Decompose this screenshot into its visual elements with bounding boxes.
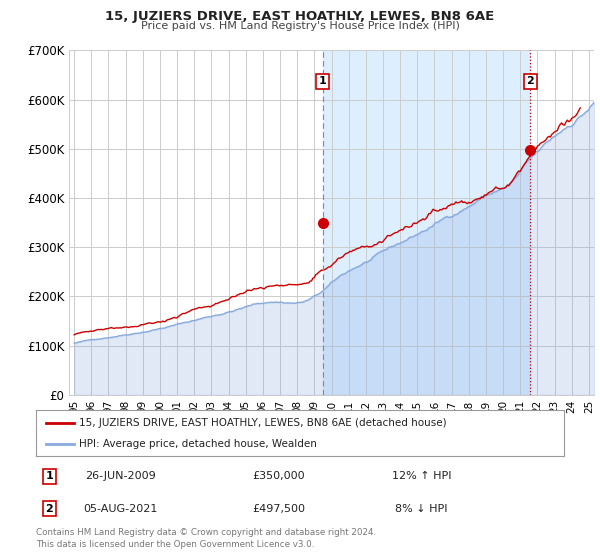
Text: Contains HM Land Registry data © Crown copyright and database right 2024.: Contains HM Land Registry data © Crown c… xyxy=(36,528,376,537)
Bar xyxy=(323,50,530,395)
Text: 12% ↑ HPI: 12% ↑ HPI xyxy=(392,472,451,482)
Text: 2: 2 xyxy=(46,503,53,514)
Text: £350,000: £350,000 xyxy=(253,472,305,482)
Text: 1: 1 xyxy=(319,76,326,86)
Text: 2: 2 xyxy=(526,76,534,86)
Text: Price paid vs. HM Land Registry's House Price Index (HPI): Price paid vs. HM Land Registry's House … xyxy=(140,21,460,31)
Text: HPI: Average price, detached house, Wealden: HPI: Average price, detached house, Weal… xyxy=(79,438,317,449)
Text: 1: 1 xyxy=(46,472,53,482)
Text: This data is licensed under the Open Government Licence v3.0.: This data is licensed under the Open Gov… xyxy=(36,540,314,549)
Text: 26-JUN-2009: 26-JUN-2009 xyxy=(85,472,156,482)
Text: £497,500: £497,500 xyxy=(253,503,305,514)
Text: 15, JUZIERS DRIVE, EAST HOATHLY, LEWES, BN8 6AE: 15, JUZIERS DRIVE, EAST HOATHLY, LEWES, … xyxy=(106,10,494,23)
Text: 15, JUZIERS DRIVE, EAST HOATHLY, LEWES, BN8 6AE (detached house): 15, JUZIERS DRIVE, EAST HOATHLY, LEWES, … xyxy=(79,418,447,428)
Text: 05-AUG-2021: 05-AUG-2021 xyxy=(83,503,158,514)
Text: 8% ↓ HPI: 8% ↓ HPI xyxy=(395,503,448,514)
